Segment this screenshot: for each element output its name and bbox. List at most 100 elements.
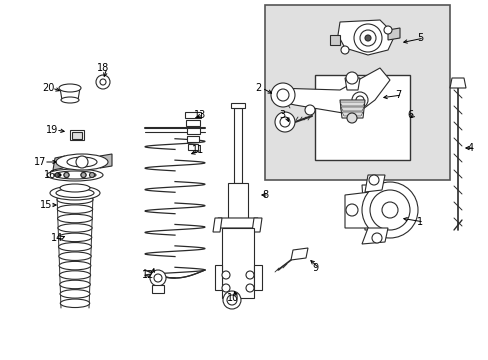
Polygon shape bbox=[339, 102, 364, 106]
Text: 9: 9 bbox=[311, 263, 317, 273]
Ellipse shape bbox=[60, 280, 90, 289]
Circle shape bbox=[270, 83, 294, 107]
Polygon shape bbox=[449, 78, 465, 88]
Text: 19: 19 bbox=[46, 125, 58, 135]
Polygon shape bbox=[345, 78, 359, 90]
Text: 15: 15 bbox=[40, 200, 52, 210]
Polygon shape bbox=[215, 265, 222, 290]
Text: 14: 14 bbox=[51, 233, 63, 243]
Bar bbox=[222, 228, 253, 298]
Polygon shape bbox=[361, 185, 377, 230]
Ellipse shape bbox=[61, 97, 79, 103]
Ellipse shape bbox=[59, 271, 90, 279]
Polygon shape bbox=[251, 218, 262, 232]
Ellipse shape bbox=[59, 252, 91, 260]
Circle shape bbox=[81, 172, 86, 177]
Bar bbox=[227, 183, 247, 218]
Ellipse shape bbox=[60, 290, 90, 298]
Circle shape bbox=[64, 172, 69, 177]
Circle shape bbox=[355, 96, 363, 104]
Circle shape bbox=[346, 113, 356, 123]
Circle shape bbox=[371, 233, 381, 243]
Circle shape bbox=[81, 172, 86, 177]
Bar bbox=[152, 285, 163, 293]
Circle shape bbox=[276, 89, 288, 101]
Circle shape bbox=[346, 72, 357, 84]
Polygon shape bbox=[361, 228, 387, 244]
Polygon shape bbox=[341, 112, 362, 116]
Circle shape bbox=[96, 75, 110, 89]
Ellipse shape bbox=[59, 243, 91, 251]
Ellipse shape bbox=[57, 205, 93, 213]
Text: 10: 10 bbox=[226, 293, 239, 303]
Bar bbox=[186, 128, 199, 134]
Ellipse shape bbox=[59, 84, 81, 92]
Circle shape bbox=[280, 117, 289, 127]
Polygon shape bbox=[213, 218, 222, 232]
Text: 20: 20 bbox=[42, 83, 54, 93]
Circle shape bbox=[359, 30, 375, 46]
Circle shape bbox=[222, 271, 229, 279]
Circle shape bbox=[89, 172, 94, 177]
Bar bbox=[264, 5, 449, 180]
Polygon shape bbox=[271, 68, 389, 115]
Text: 12: 12 bbox=[142, 270, 154, 280]
Ellipse shape bbox=[58, 224, 92, 232]
Ellipse shape bbox=[54, 171, 96, 179]
Circle shape bbox=[55, 172, 61, 177]
Polygon shape bbox=[253, 265, 262, 290]
Circle shape bbox=[346, 204, 357, 216]
Bar bbox=[72, 132, 82, 139]
Circle shape bbox=[222, 284, 229, 292]
Polygon shape bbox=[345, 192, 369, 228]
Circle shape bbox=[353, 24, 381, 52]
Text: 17: 17 bbox=[34, 157, 46, 167]
Circle shape bbox=[274, 112, 294, 132]
Polygon shape bbox=[339, 100, 364, 118]
Circle shape bbox=[340, 46, 348, 54]
Circle shape bbox=[361, 182, 417, 238]
Circle shape bbox=[223, 291, 241, 309]
Circle shape bbox=[369, 190, 409, 230]
Text: 3: 3 bbox=[278, 110, 285, 120]
Polygon shape bbox=[53, 156, 65, 170]
Polygon shape bbox=[329, 35, 339, 45]
Bar bbox=[184, 112, 201, 118]
Text: 16: 16 bbox=[44, 170, 56, 180]
Bar bbox=[230, 103, 244, 108]
Polygon shape bbox=[290, 248, 307, 260]
Ellipse shape bbox=[47, 169, 103, 181]
Circle shape bbox=[368, 175, 378, 185]
Circle shape bbox=[245, 284, 253, 292]
Ellipse shape bbox=[50, 186, 100, 200]
Bar bbox=[187, 144, 198, 150]
Text: 18: 18 bbox=[97, 63, 109, 73]
Polygon shape bbox=[337, 20, 394, 55]
Bar bbox=[185, 120, 200, 126]
Circle shape bbox=[100, 79, 106, 85]
Ellipse shape bbox=[60, 299, 89, 307]
Polygon shape bbox=[100, 154, 112, 168]
Polygon shape bbox=[218, 218, 258, 228]
Circle shape bbox=[154, 274, 162, 282]
Polygon shape bbox=[387, 28, 399, 40]
Circle shape bbox=[351, 92, 367, 108]
Bar bbox=[70, 130, 84, 140]
Circle shape bbox=[340, 104, 348, 112]
Ellipse shape bbox=[59, 261, 91, 270]
Bar bbox=[314, 75, 409, 160]
Circle shape bbox=[381, 202, 397, 218]
Ellipse shape bbox=[58, 214, 92, 223]
Circle shape bbox=[64, 172, 69, 177]
Text: 8: 8 bbox=[262, 190, 267, 200]
Ellipse shape bbox=[56, 154, 108, 170]
Text: 13: 13 bbox=[193, 110, 206, 120]
Circle shape bbox=[150, 270, 165, 286]
Ellipse shape bbox=[57, 195, 93, 204]
Text: 7: 7 bbox=[394, 90, 400, 100]
Circle shape bbox=[383, 26, 391, 34]
Ellipse shape bbox=[60, 184, 90, 192]
Text: 5: 5 bbox=[416, 33, 422, 43]
Circle shape bbox=[245, 271, 253, 279]
Circle shape bbox=[305, 105, 314, 115]
